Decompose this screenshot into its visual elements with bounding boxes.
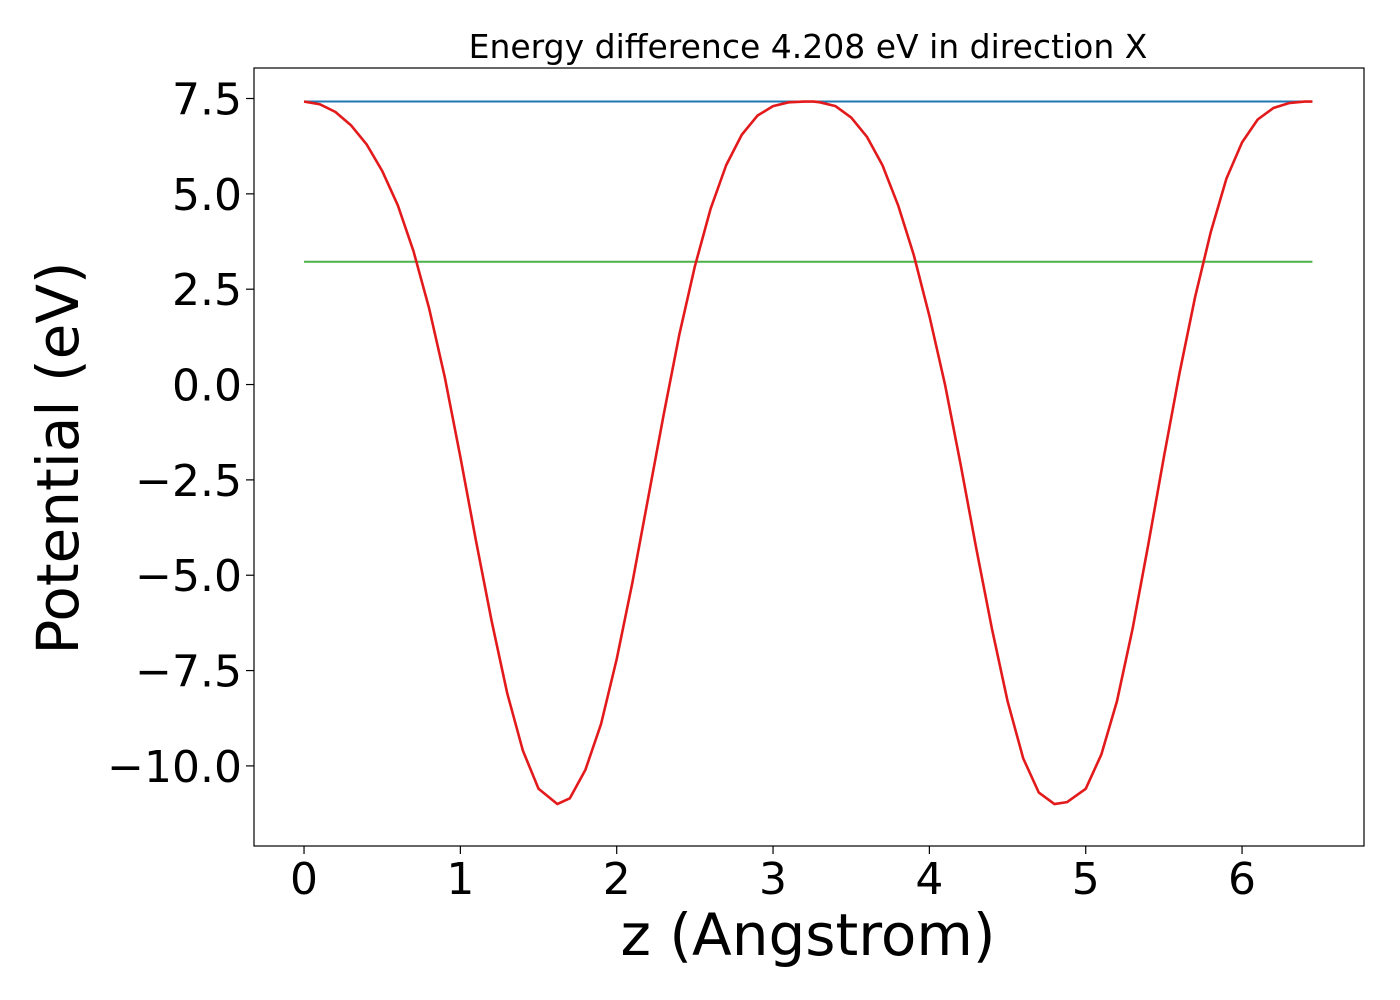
x-tick-label: 6 — [1228, 854, 1256, 905]
y-tick-label: 7.5 — [172, 75, 242, 126]
x-tick-label: 2 — [603, 854, 631, 905]
x-tick-label: 3 — [759, 854, 787, 905]
chart-title: Energy difference 4.208 eV in direction … — [469, 27, 1148, 66]
x-axis-title: z (Angstrom) — [621, 901, 996, 969]
x-tick-label: 5 — [1072, 854, 1100, 905]
x-tick-label: 0 — [290, 854, 318, 905]
series-line-0 — [303, 100, 1313, 806]
x-tick-label: 1 — [446, 854, 474, 905]
y-tick-label: −7.5 — [135, 647, 242, 698]
y-axis-title: Potential (eV) — [24, 261, 92, 654]
x-tick-label: 4 — [915, 854, 943, 905]
y-tick-label: 5.0 — [172, 170, 242, 221]
y-tick-label: −2.5 — [135, 456, 242, 507]
y-tick-label: −10.0 — [107, 742, 242, 793]
plot-area: 0 1 2 3 4 5 6 7.5 5.0 2.5 0.0 −2.5 −5.0 −7.5 −10.0 — [107, 67, 1365, 905]
y-tick-label: −5.0 — [135, 551, 242, 602]
y-tick-label: 2.5 — [172, 265, 242, 316]
plot-frame — [253, 67, 1365, 847]
y-tick-label: 0.0 — [172, 361, 242, 412]
